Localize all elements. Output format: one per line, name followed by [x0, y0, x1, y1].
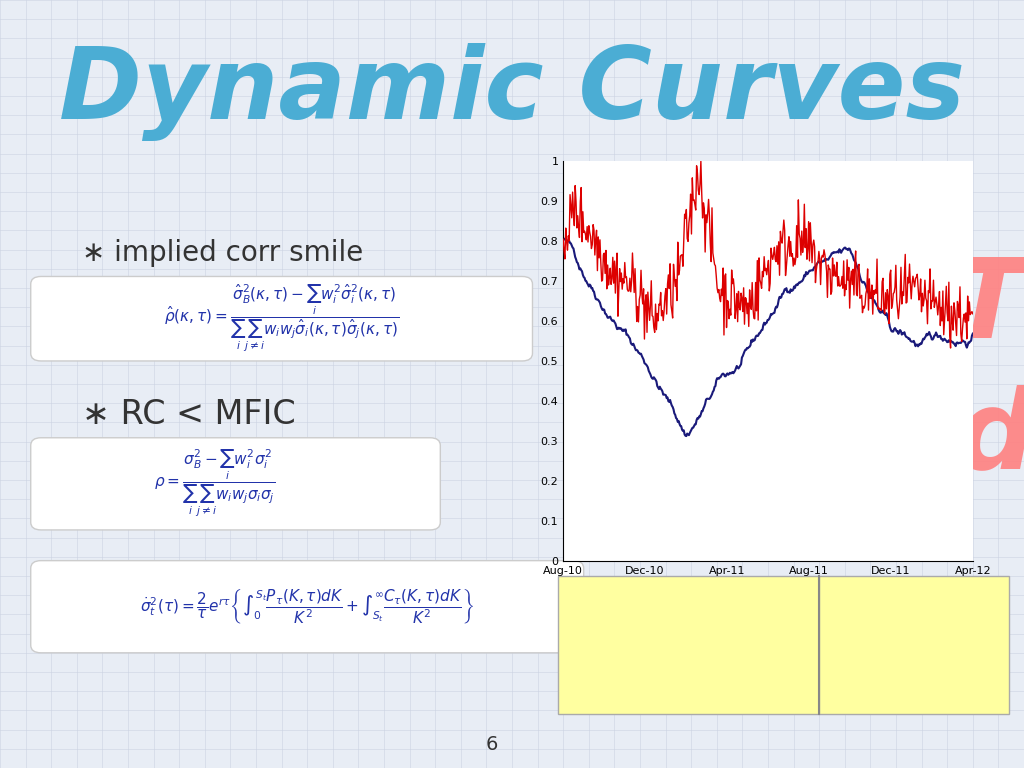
Text: 6: 6	[485, 736, 498, 754]
Text: $\hat{\rho}(\kappa,\tau) = \dfrac{\hat{\sigma}^2_B(\kappa,\tau) - \sum_i w_i^2 \: $\hat{\rho}(\kappa,\tau) = \dfrac{\hat{\…	[164, 283, 399, 354]
Text: Model free Implied Corr
MFIX RHO_WIGGLE_t: Model free Implied Corr MFIX RHO_WIGGLE_…	[568, 657, 699, 680]
FancyBboxPatch shape	[31, 276, 532, 361]
Text: d: d	[955, 384, 1024, 492]
Text: $\dot{\sigma}^2_t(\tau) = \dfrac{2}{\tau} e^{r\tau} \left\{ \int_0^{S_t} \dfrac{: $\dot{\sigma}^2_t(\tau) = \dfrac{2}{\tau…	[140, 588, 474, 626]
Text: Sell RV of Basket
buy RV of constituents: Sell RV of Basket buy RV of constituents	[829, 631, 955, 652]
FancyBboxPatch shape	[819, 576, 1009, 714]
Text: Dynamic Curves: Dynamic Curves	[59, 43, 965, 141]
FancyBboxPatch shape	[31, 561, 584, 653]
FancyBboxPatch shape	[31, 438, 440, 530]
Text: realized correlation RHO_t: realized correlation RHO_t	[568, 594, 715, 604]
Text: ∗ RC < MFIC: ∗ RC < MFIC	[82, 399, 296, 431]
Text: $\rho = \dfrac{\sigma^2_B - \sum_i w_i^2 \sigma^2_i}{\sum_i \sum_{j\neq i} w_i w: $\rho = \dfrac{\sigma^2_B - \sum_i w_i^2…	[155, 449, 275, 519]
Text: ∗ implied corr smile: ∗ implied corr smile	[82, 240, 364, 267]
FancyBboxPatch shape	[558, 576, 819, 714]
Text: T: T	[950, 253, 1024, 361]
